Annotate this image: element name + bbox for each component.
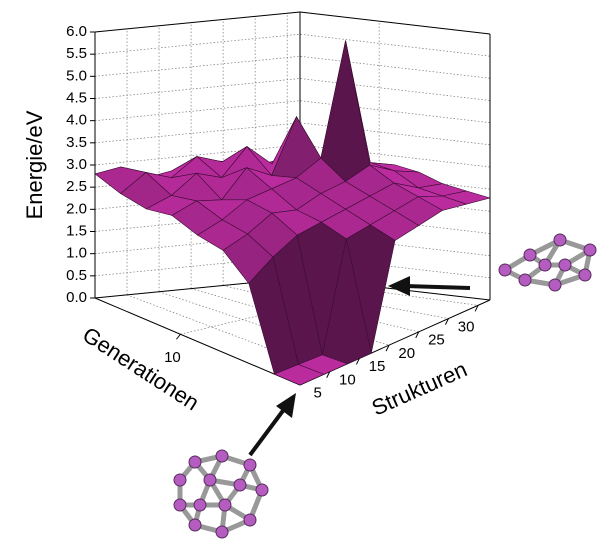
z-tick-label: 2.0 bbox=[66, 200, 87, 217]
y-tick-label: 10 bbox=[164, 349, 181, 366]
tick-mark bbox=[176, 334, 180, 339]
x-tick-label: 5 bbox=[314, 385, 322, 402]
axis-line bbox=[95, 12, 300, 32]
z-tick-label: 4.0 bbox=[66, 112, 87, 129]
cluster-right bbox=[499, 234, 596, 291]
x-tick-label: 30 bbox=[458, 318, 475, 335]
x-tick-label: 15 bbox=[369, 358, 386, 375]
z-axis-title: Energie/eV bbox=[22, 110, 47, 219]
arrow bbox=[405, 286, 470, 288]
z-tick-label: 5.5 bbox=[66, 45, 87, 62]
z-tick-label: 1.5 bbox=[66, 222, 87, 239]
z-tick-label: 5.0 bbox=[66, 67, 87, 84]
grid-line bbox=[95, 56, 490, 78]
grid-line bbox=[95, 101, 490, 123]
chart: 0.0 0.5 1.0 1.5 2.0 2.5 3.0 3.5 4.0 4.5 5.0 5.5 6.0 5… bbox=[0, 0, 600, 542]
z-tick-label: 0.0 bbox=[66, 289, 87, 306]
z-tick-label: 1.0 bbox=[66, 245, 87, 262]
z-tick-label: 6.0 bbox=[66, 23, 87, 40]
x-tick-label: 25 bbox=[428, 332, 445, 349]
x-tick-label: 20 bbox=[398, 345, 415, 362]
arrow-head bbox=[388, 276, 410, 296]
grid-line bbox=[95, 12, 490, 34]
z-tick-label: 0.5 bbox=[66, 267, 87, 284]
surface-patch bbox=[321, 41, 370, 182]
z-tick-label: 3.5 bbox=[66, 134, 87, 151]
arrow bbox=[250, 408, 285, 455]
axis-line bbox=[300, 12, 490, 34]
x-tick-label: 10 bbox=[339, 371, 356, 388]
z-tick-label: 4.5 bbox=[66, 89, 87, 106]
z-tick-label: 3.0 bbox=[66, 156, 87, 173]
grid-line bbox=[95, 79, 490, 101]
grid-line bbox=[95, 34, 490, 56]
cluster-bottom bbox=[174, 450, 268, 538]
z-tick-label: 2.5 bbox=[66, 178, 87, 195]
